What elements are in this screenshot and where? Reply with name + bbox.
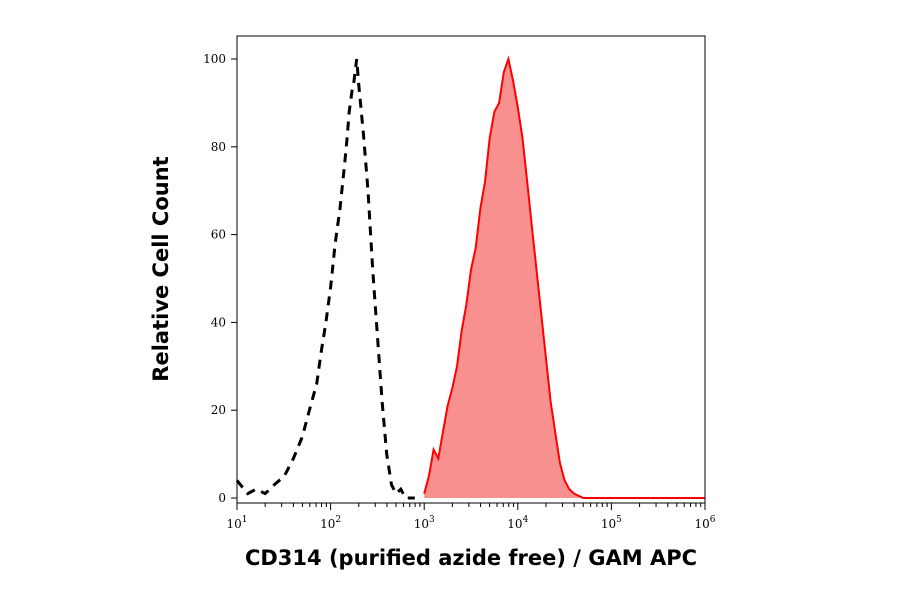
y-tick-label: 80 [211, 140, 226, 154]
x-axis-ticks: 101 102 103 104 105 106 [226, 503, 716, 531]
y-axis-ticks: 0 20 40 60 80 100 [203, 52, 237, 505]
x-tick-label: 102 [320, 515, 341, 531]
x-tick-label: 106 [694, 515, 715, 531]
x-tick-label: 105 [601, 515, 622, 531]
series-red-outline [423, 55, 705, 499]
x-tick-label: 101 [226, 515, 247, 531]
y-tick-label: 20 [211, 403, 226, 417]
y-tick-label: 0 [218, 491, 226, 505]
y-tick-label: 100 [203, 52, 226, 66]
x-tick-label: 104 [507, 515, 528, 531]
series-red-fill-area [424, 59, 705, 498]
plot-frame [236, 35, 706, 504]
plot-area [235, 35, 706, 504]
y-axis-title: Relative Cell Count [149, 156, 173, 381]
y-tick-label: 40 [211, 315, 226, 329]
x-tick-label: 103 [414, 515, 435, 531]
x-axis-title: CD314 (purified azide free) / GAM APC [245, 546, 697, 570]
y-tick-label: 60 [211, 228, 226, 242]
series-black-dashed-outline [235, 58, 415, 500]
